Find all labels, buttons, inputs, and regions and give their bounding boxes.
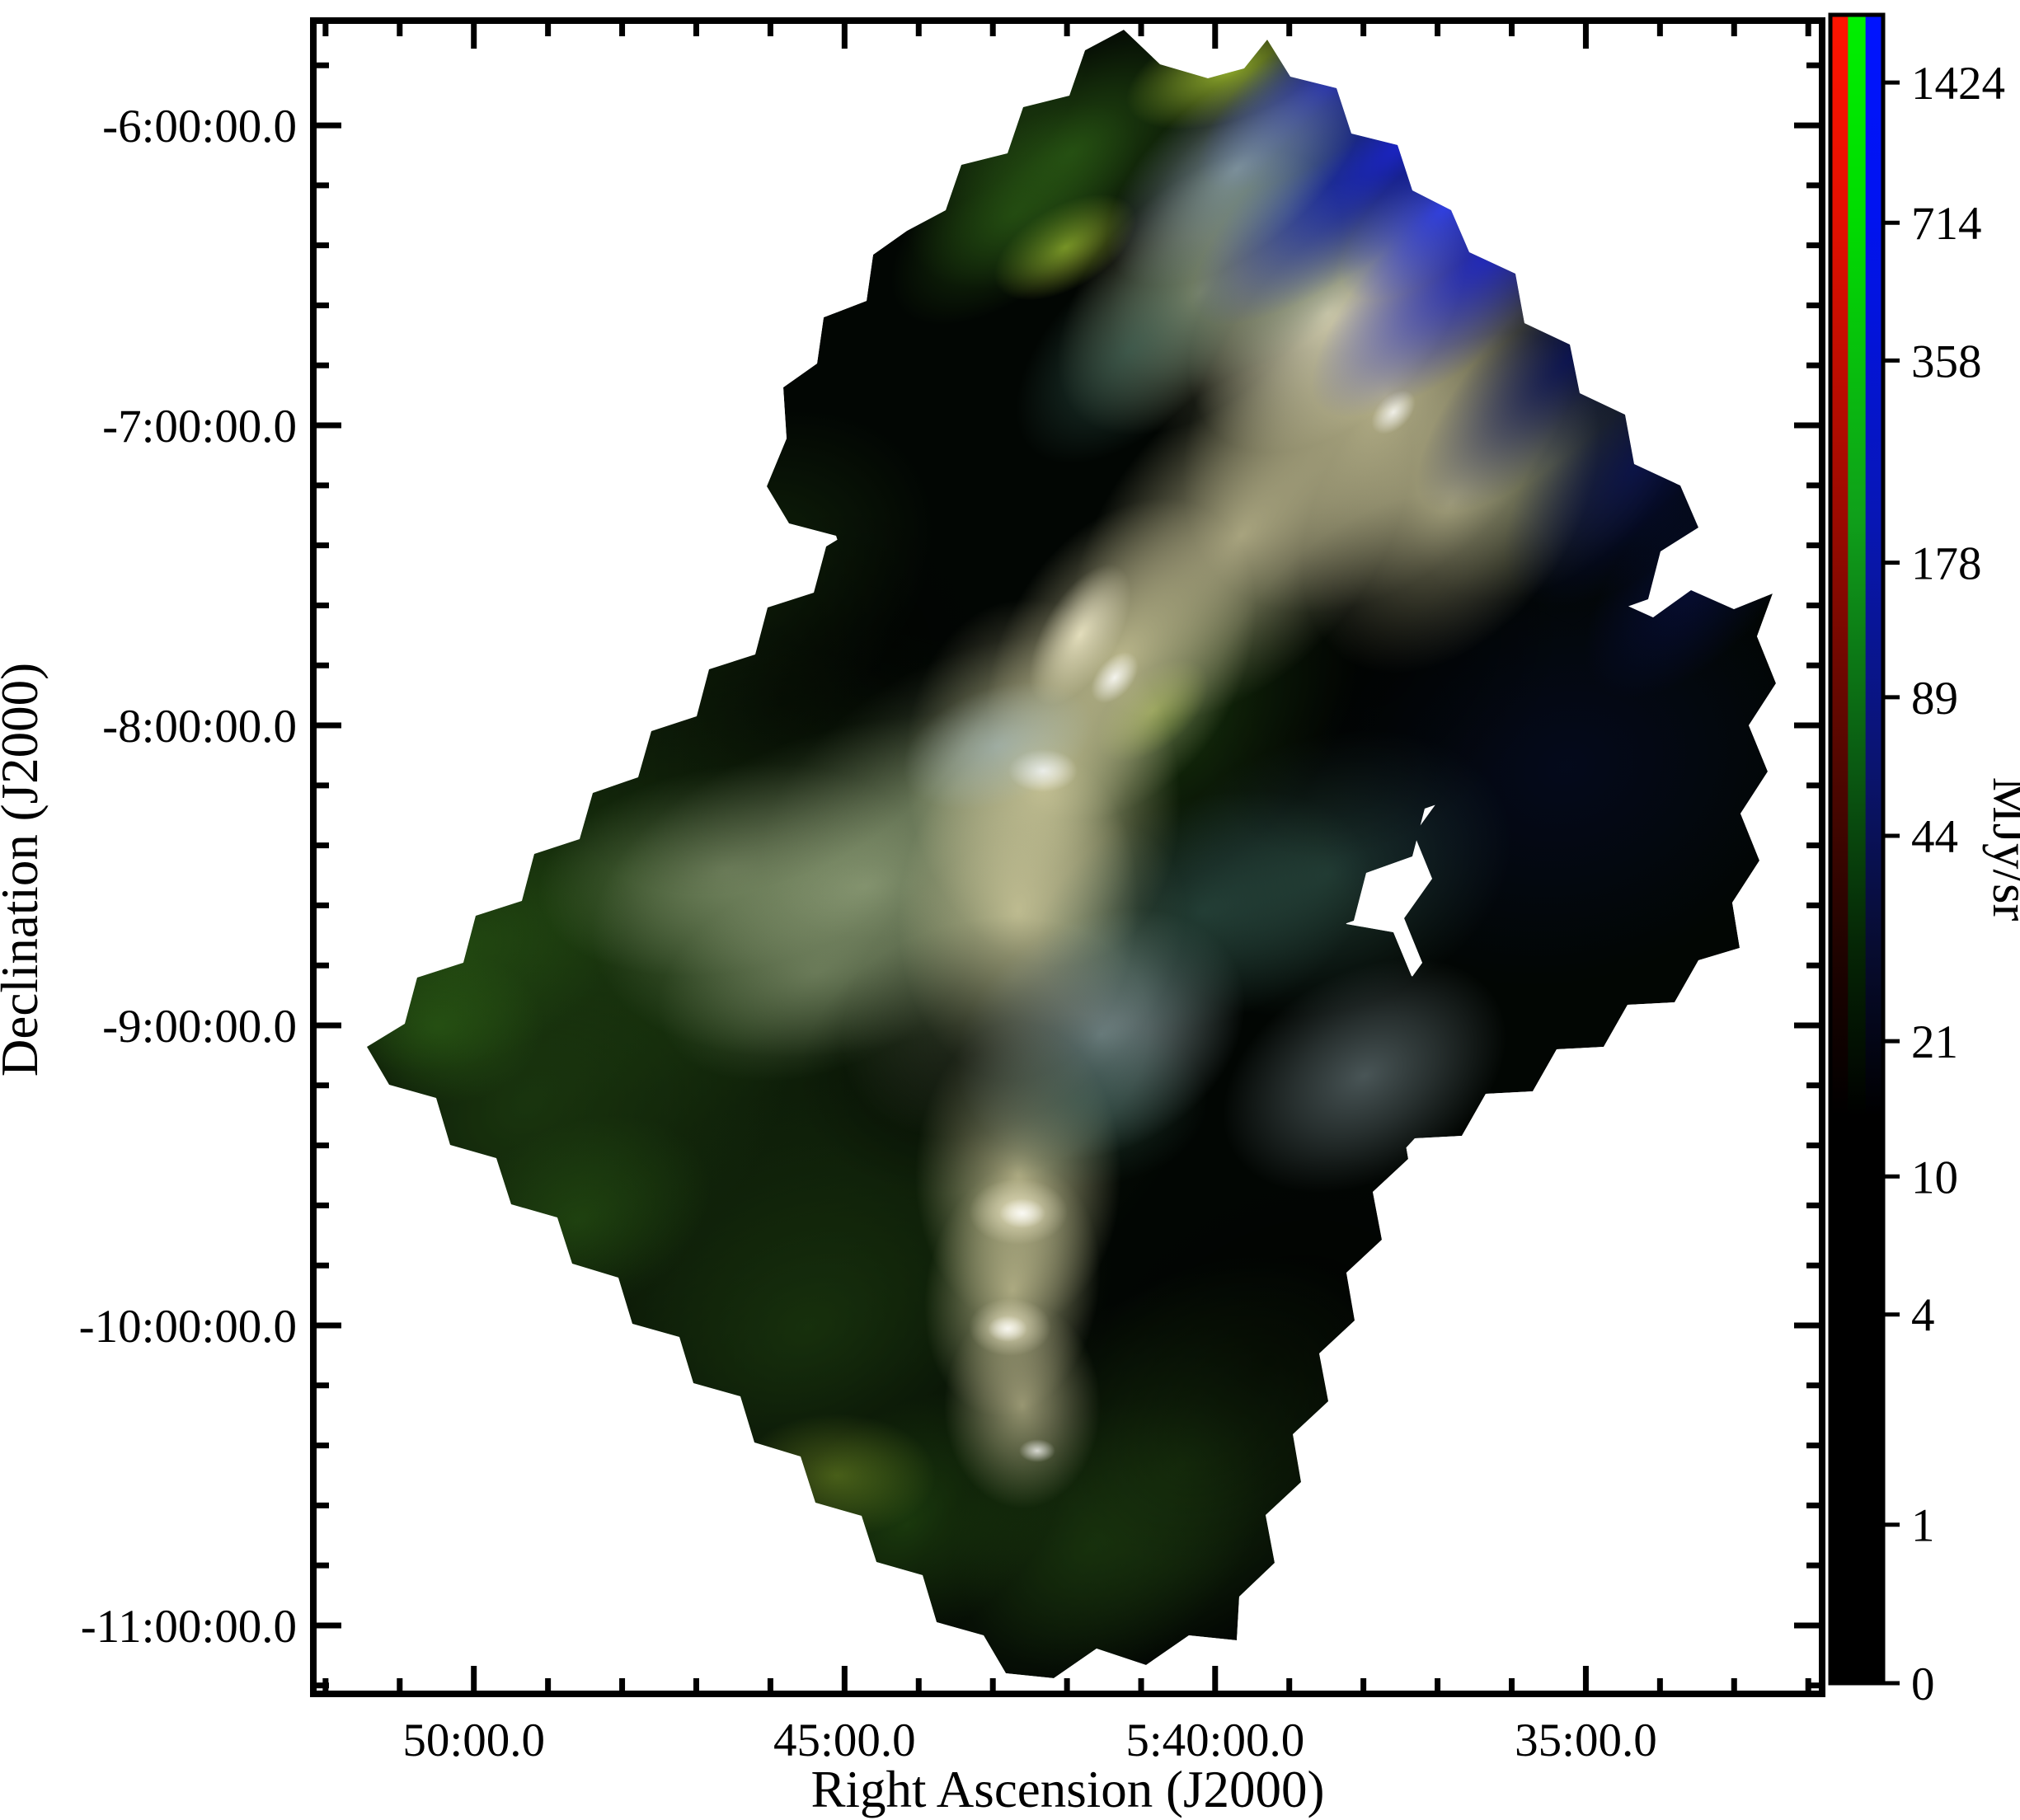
nebula-blob [738, 1414, 936, 1537]
colorbar-tick-label: 10 [1911, 1152, 1958, 1203]
nebula-blob [988, 1316, 1027, 1342]
colorbar-tick-label: 21 [1911, 1016, 1958, 1068]
colorbar-tick-label: 714 [1911, 198, 1982, 250]
x-tick-label: 50:00.0 [402, 1714, 545, 1766]
colorbar-tick-label: 178 [1911, 538, 1982, 590]
y-tick-label: -10:00:00.0 [79, 1301, 297, 1353]
mosaic-data-region [367, 30, 1776, 1678]
nebula-blob [796, 916, 1149, 1194]
x-axis-title: Right Ascension (J2000) [811, 1761, 1325, 1818]
colorbar-unit-label: MJy/sr [1982, 776, 2020, 921]
y-tick-label: -11:00:00.0 [81, 1601, 297, 1653]
y-axis-title: Declination (J2000) [0, 663, 49, 1077]
y-tick-label: -9:00:00.0 [102, 1001, 297, 1053]
colorbar-tick-label: 1424 [1911, 58, 2005, 110]
axis-ticks [313, 21, 1822, 1694]
x-tick-label: 5:40:00.0 [1125, 1714, 1304, 1766]
y-tick-label: -7:00:00.0 [102, 401, 297, 453]
y-tick-label: -8:00:00.0 [102, 701, 297, 753]
colorbar-tick-label: 0 [1911, 1658, 1935, 1710]
nebula-blob [1016, 237, 1243, 464]
colorbar-border [1828, 12, 1886, 1686]
nebula-blob [1304, 59, 1321, 73]
y-tick-label: -6:00:00.0 [102, 101, 297, 152]
colorbar-strip-green [1848, 15, 1867, 1683]
colorbar-tick-label: 1 [1911, 1500, 1935, 1552]
colorbar-tick-label: 4 [1911, 1290, 1935, 1342]
nebula-blob [1223, 958, 1506, 1194]
nebula-layers [367, 30, 1776, 1678]
colorbar-tick-label: 44 [1911, 811, 1958, 863]
nebula-blob [1091, 652, 1139, 703]
nebula-blob [890, 103, 1138, 326]
nebula-blob [1106, 51, 1367, 287]
nebula-blob [367, 948, 544, 1105]
axis-tick-labels: 50:00.0 45:00.0 5:40:00.0 35:00.0 -6:00:00.0… [79, 101, 1657, 1766]
colorbar-strip-red [1830, 15, 1849, 1683]
nebula-blob [1019, 1439, 1055, 1462]
x-tick-label: 35:00.0 [1515, 1714, 1657, 1766]
nebula-blob [1200, 491, 1570, 861]
colorbar-tick-label: 358 [1911, 335, 1982, 387]
colorbar-strip-blue [1865, 15, 1884, 1683]
colorbar-tick-label: 89 [1911, 673, 1958, 725]
x-tick-label: 45:00.0 [773, 1714, 916, 1766]
nebula-blob [999, 1198, 1045, 1228]
nebula-blob [367, 870, 455, 936]
